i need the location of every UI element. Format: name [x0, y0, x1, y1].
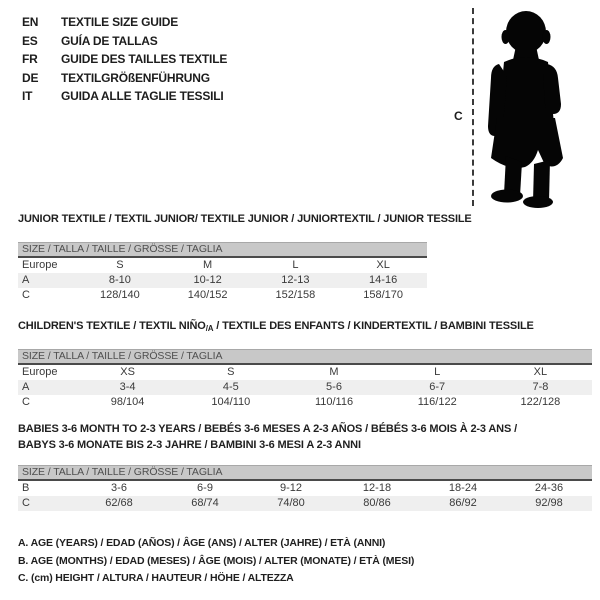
size-cell: 140/152: [187, 289, 228, 301]
language-code: IT: [22, 89, 33, 103]
footnotes: A. AGE (YEARS) / EDAD (AÑOS) / ÂGE (ANS)…: [18, 535, 414, 588]
baby-silhouette: [488, 11, 563, 208]
size-cell: XL: [533, 366, 548, 378]
row-label: Europe: [22, 366, 58, 378]
size-cell: M: [203, 259, 213, 271]
footnote-line: A. AGE (YEARS) / EDAD (AÑOS) / ÂGE (ANS)…: [18, 537, 386, 549]
language-row: ES GUÍA DE TALLAS: [22, 32, 227, 51]
section-title-text: /A: [205, 324, 214, 333]
size-cell: 104/110: [211, 396, 251, 408]
row-label: C: [22, 497, 30, 509]
language-row: EN TEXTILE SIZE GUIDE: [22, 13, 227, 32]
size-cell: M: [329, 366, 339, 378]
section-title-babies: BABIES 3-6 MONTH TO 2-3 YEARS / BEBÉS 3-…: [18, 421, 517, 453]
size-cell: 3-4: [119, 381, 136, 393]
size-cell: 74/80: [277, 497, 305, 509]
size-table-children: SIZE / TALLA / TAILLE / GRÖSSE / TAGLIA E…: [18, 349, 592, 410]
size-header-bar: SIZE / TALLA / TAILLE / GRÖSSE / TAGLIA: [18, 242, 427, 258]
section-title-line: BABIES 3-6 MONTH TO 2-3 YEARS / BEBÉS 3-…: [18, 421, 517, 437]
section-title-text: JUNIOR TEXTILE / TEXTIL JUNIOR/ TEXTILE …: [18, 213, 472, 225]
footnote-line: B. AGE (MONTHS) / EDAD (MESES) / ÂGE (MO…: [18, 554, 415, 567]
table-row: C 128/140 140/152 152/158 158/170: [18, 288, 427, 303]
size-cell: 3-6: [111, 482, 127, 494]
language-code: ES: [22, 33, 38, 48]
row-label: C: [22, 289, 30, 301]
size-cell: 68/74: [191, 497, 219, 509]
size-cell: S: [227, 366, 235, 378]
language-list: EN TEXTILE SIZE GUIDE ES GUÍA DE TALLAS FR GU…: [22, 13, 227, 106]
size-cell: 8-10: [108, 274, 131, 286]
row-label: Europe: [22, 259, 58, 271]
size-cell: 62/68: [105, 497, 133, 509]
size-cell: 24-36: [534, 482, 564, 494]
size-cell: L: [292, 259, 299, 271]
row-label: A: [22, 381, 30, 393]
size-cell: 158/170: [363, 289, 403, 301]
row-label: C: [22, 396, 30, 408]
section-title-text: BABYS 3-6 MONATE BIS 2-3 JAHRE / BAMBINI…: [18, 439, 361, 451]
table-row: Europe S M L XL: [18, 258, 427, 273]
row-label: A: [22, 274, 30, 286]
size-cell: 128/140: [99, 289, 140, 301]
size-cell: 4-5: [222, 381, 239, 393]
section-title-junior: JUNIOR TEXTILE / TEXTIL JUNIOR/ TEXTILE …: [18, 211, 472, 227]
section-title-line: CHILDREN'S TEXTILE / TEXTIL NIÑO/A / TEX…: [18, 318, 534, 337]
size-table-babies: SIZE / TALLA / TAILLE / GRÖSSE / TAGLIA B…: [18, 465, 592, 511]
language-title: GUÍA DE TALLAS: [61, 33, 158, 48]
section-title-text: CHILDREN'S TEXTILE / TEXTIL NIÑO: [18, 320, 206, 332]
language-title: TEXTILE SIZE GUIDE: [61, 15, 179, 29]
size-header-bar: SIZE / TALLA / TAILLE / GRÖSSE / TAGLIA: [18, 465, 592, 481]
language-row: IT GUIDA ALLE TAGLIE TESSILI: [22, 87, 227, 106]
language-title: TEXTILGRÖßENFÜHRUNG: [61, 70, 210, 85]
size-cell: 92/98: [535, 497, 563, 509]
size-cell: 80/86: [363, 497, 391, 509]
size-cell: 14-16: [369, 274, 398, 286]
section-title-children: CHILDREN'S TEXTILE / TEXTIL NIÑO/A / TEX…: [18, 318, 534, 337]
height-dashed-line: [472, 8, 474, 206]
language-code: FR: [22, 52, 38, 66]
size-cell: 9-12: [279, 482, 303, 494]
size-cell: 152/158: [275, 289, 316, 301]
size-cell: 12-13: [281, 274, 310, 286]
size-cell: S: [116, 259, 124, 271]
table-row: A 3-4 4-5 5-6 6-7 7-8: [18, 380, 592, 395]
size-cell: 116/122: [417, 396, 457, 408]
footnote-line: C. (cm) HEIGHT / ALTURA / HAUTEUR / HÖHE…: [18, 572, 294, 584]
language-row: DE TEXTILGRÖßENFÜHRUNG: [22, 69, 227, 88]
size-table-junior: SIZE / TALLA / TAILLE / GRÖSSE / TAGLIA E…: [18, 242, 427, 303]
size-cell: 10-12: [193, 274, 222, 286]
language-title: GUIDA ALLE TAGLIE TESSILI: [61, 89, 224, 103]
size-cell: 7-8: [532, 381, 549, 393]
table-row: A 8-10 10-12 12-13 14-16: [18, 273, 427, 288]
section-title-line: BABYS 3-6 MONATE BIS 2-3 JAHRE / BAMBINI…: [18, 437, 517, 453]
size-cell: 6-9: [197, 482, 213, 494]
size-cell: 18-24: [448, 482, 478, 494]
language-title: GUIDE DES TAILLES TEXTILE: [61, 52, 228, 66]
language-code: EN: [22, 15, 39, 29]
height-label-c: C: [454, 109, 463, 123]
size-header-bar: SIZE / TALLA / TAILLE / GRÖSSE / TAGLIA: [18, 349, 592, 365]
size-cell: 98/104: [110, 396, 145, 408]
row-label: B: [22, 482, 30, 494]
size-cell: 122/128: [520, 396, 561, 408]
table-row: C 62/68 68/74 74/80 80/86 86/92 92/98: [18, 496, 592, 511]
table-row: C 98/104 104/110 110/116 116/122 122/128: [18, 395, 592, 410]
size-cell: 5-6: [326, 381, 342, 393]
section-title-text: / TEXTILE DES ENFANTS / KINDERTEXTIL / B…: [213, 320, 534, 332]
table-row: Europe XS S M L XL: [18, 365, 592, 380]
size-cell: 6-7: [429, 381, 446, 393]
table-row: B 3-6 6-9 9-12 12-18 18-24 24-36: [18, 481, 592, 496]
language-row: FR GUIDE DES TAILLES TEXTILE: [22, 50, 227, 69]
size-cell: L: [434, 366, 441, 378]
size-cell: 110/116: [314, 396, 354, 408]
section-title-text: BABIES 3-6 MONTH TO 2-3 YEARS / BEBÉS 3-…: [18, 423, 517, 435]
size-cell: 12-18: [362, 482, 392, 494]
section-title-line: JUNIOR TEXTILE / TEXTIL JUNIOR/ TEXTILE …: [18, 211, 472, 227]
size-cell: XL: [376, 259, 390, 271]
size-cell: XS: [120, 366, 135, 378]
size-cell: 86/92: [449, 497, 477, 509]
language-code: DE: [22, 70, 39, 85]
